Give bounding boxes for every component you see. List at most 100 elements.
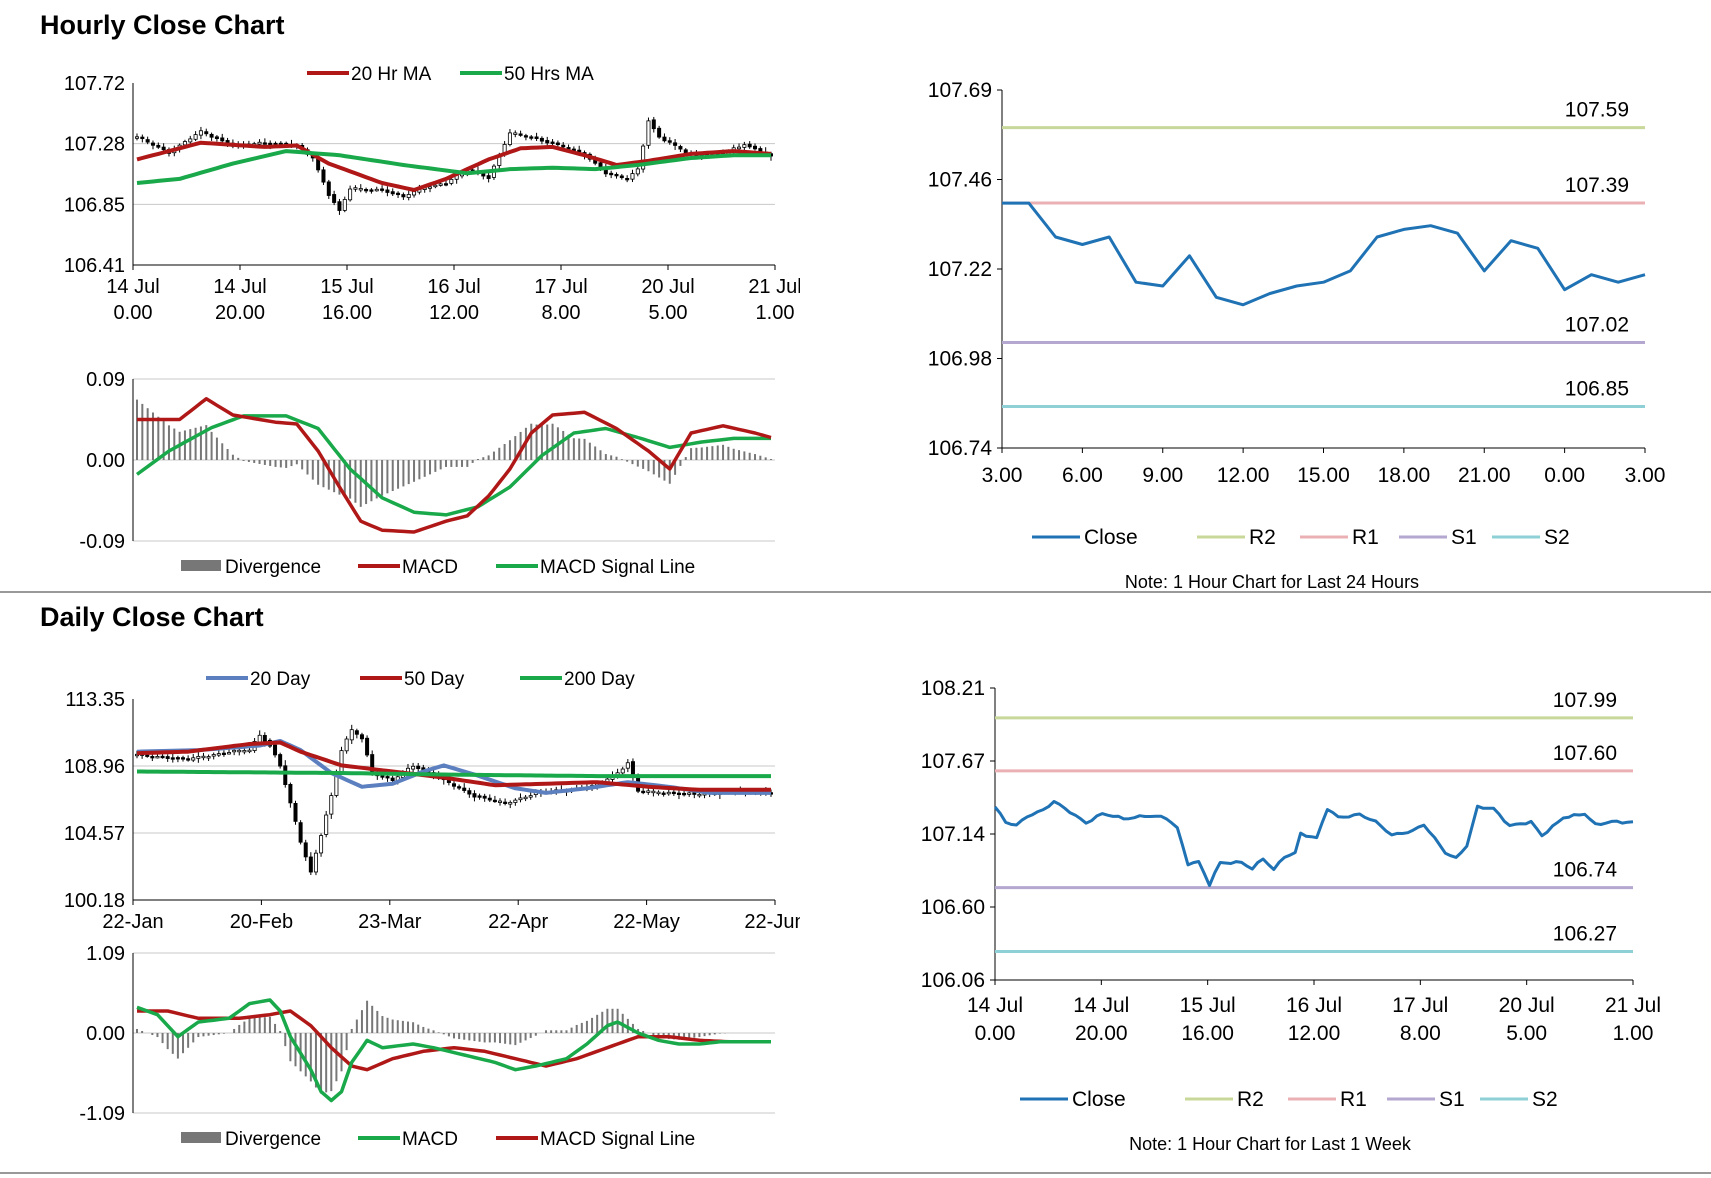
x-tick-label: 22-Apr	[488, 911, 548, 933]
candle-body	[555, 142, 560, 146]
y-tick-label: 0.00	[86, 1023, 125, 1045]
candle-body	[326, 181, 331, 196]
y-tick-label: 104.57	[64, 823, 125, 845]
x-tick-label: 5.00	[649, 302, 688, 324]
y-tick-label: 106.74	[928, 437, 993, 460]
x-tick-label: 3.00	[1625, 464, 1666, 487]
close-line	[993, 800, 1634, 887]
candle-body	[742, 144, 747, 148]
y-tick-label: 106.41	[64, 255, 125, 277]
candle-body	[467, 790, 472, 795]
candle-body	[186, 758, 191, 761]
candle-body	[155, 756, 160, 759]
candle-body	[216, 753, 221, 756]
candle-body	[486, 175, 491, 179]
candle-body	[446, 780, 451, 783]
ma-line-50-day	[136, 740, 771, 792]
candle-body	[401, 194, 406, 198]
x-tick-label: 15 Jul	[320, 276, 373, 298]
legend-close-label: Close	[1084, 526, 1138, 549]
legend-macd-label: MACD	[402, 1129, 458, 1150]
candle-body	[534, 136, 539, 139]
candle-body	[444, 183, 449, 186]
candle-body	[303, 842, 308, 858]
candle-body	[160, 755, 165, 759]
candle-body	[201, 755, 206, 759]
candle-body	[227, 752, 232, 755]
candle-body	[682, 792, 687, 796]
x-tick-label: 0.00	[975, 1022, 1016, 1045]
y-tick-label: 107.69	[928, 79, 992, 102]
x-tick-label: 14 Jul	[213, 276, 266, 298]
candle-body	[550, 141, 555, 144]
candle-body	[145, 754, 150, 757]
candle-body	[359, 734, 364, 740]
candle-body	[332, 194, 337, 203]
candle-body	[150, 142, 155, 146]
candle-body	[257, 734, 262, 743]
legend-r1-label: R1	[1352, 526, 1379, 549]
candle-body	[237, 749, 242, 753]
x-tick-label: 1.00	[756, 302, 795, 324]
candle-body	[492, 799, 497, 803]
macd-line	[137, 397, 772, 534]
x-tick-label: 16 Jul	[427, 276, 480, 298]
macd-line	[136, 998, 771, 1103]
candle-body	[161, 146, 166, 151]
candle-body	[308, 856, 313, 873]
candle-body	[457, 786, 462, 789]
candle-body	[337, 201, 342, 211]
close-line	[1002, 201, 1646, 307]
candle-body	[661, 792, 666, 795]
candle-body	[365, 737, 370, 756]
candle-body	[349, 729, 354, 741]
x-tick-label: 22-Jan	[102, 911, 163, 933]
candle-body	[406, 194, 411, 198]
candle-body	[683, 149, 688, 154]
y-tick-label: 106.60	[921, 896, 985, 919]
candle-body	[191, 757, 196, 761]
candle-body	[209, 133, 214, 138]
candle-body	[204, 131, 209, 135]
legend-signal-label: MACD Signal Line	[540, 1129, 695, 1150]
candle-body	[283, 765, 288, 785]
candle-body	[188, 138, 193, 143]
x-tick-label: 8.00	[542, 302, 581, 324]
x-tick-label: 20 Jul	[1499, 994, 1555, 1017]
hourly-24h-close-chart: 107.69 107.46 107.22 106.98 106.74 3.00 6.00 9.…	[928, 79, 1666, 590]
candle-body	[182, 141, 187, 146]
candle-body	[220, 137, 225, 142]
legend-200-day-label: 200 Day	[564, 669, 635, 690]
candle-body	[641, 790, 646, 794]
candle-body	[523, 796, 528, 800]
candle-body	[416, 765, 421, 770]
y-tick-label: 108.21	[921, 677, 985, 700]
candle-body	[609, 172, 614, 176]
candle-body	[196, 756, 201, 759]
ma-line-200-day	[137, 769, 771, 779]
candle-body	[247, 749, 252, 753]
y-tick-label: 106.06	[921, 969, 985, 992]
candle-body	[175, 757, 180, 760]
candle-body	[257, 141, 262, 145]
x-tick-label: 12.00	[429, 302, 479, 324]
candle-body	[651, 119, 656, 130]
candle-body	[630, 173, 635, 180]
candle-body	[321, 169, 326, 183]
candle-body	[262, 734, 267, 742]
candle-body	[411, 765, 416, 770]
ma-line-50-hrs-ma	[136, 149, 771, 185]
candle-body	[737, 146, 742, 150]
candle-body	[140, 136, 145, 140]
x-tick-label: 16.00	[1181, 1022, 1234, 1045]
macd-signal-line	[137, 1009, 771, 1072]
candle-body	[353, 187, 358, 190]
candle-body	[656, 791, 661, 795]
x-tick-label: 0.00	[1544, 464, 1585, 487]
y-tick-label: -0.09	[79, 531, 125, 553]
candle-body	[529, 136, 534, 139]
candle-body	[651, 790, 656, 794]
candle-body	[657, 127, 662, 138]
candle-body	[678, 146, 683, 150]
candle-body	[451, 783, 456, 787]
